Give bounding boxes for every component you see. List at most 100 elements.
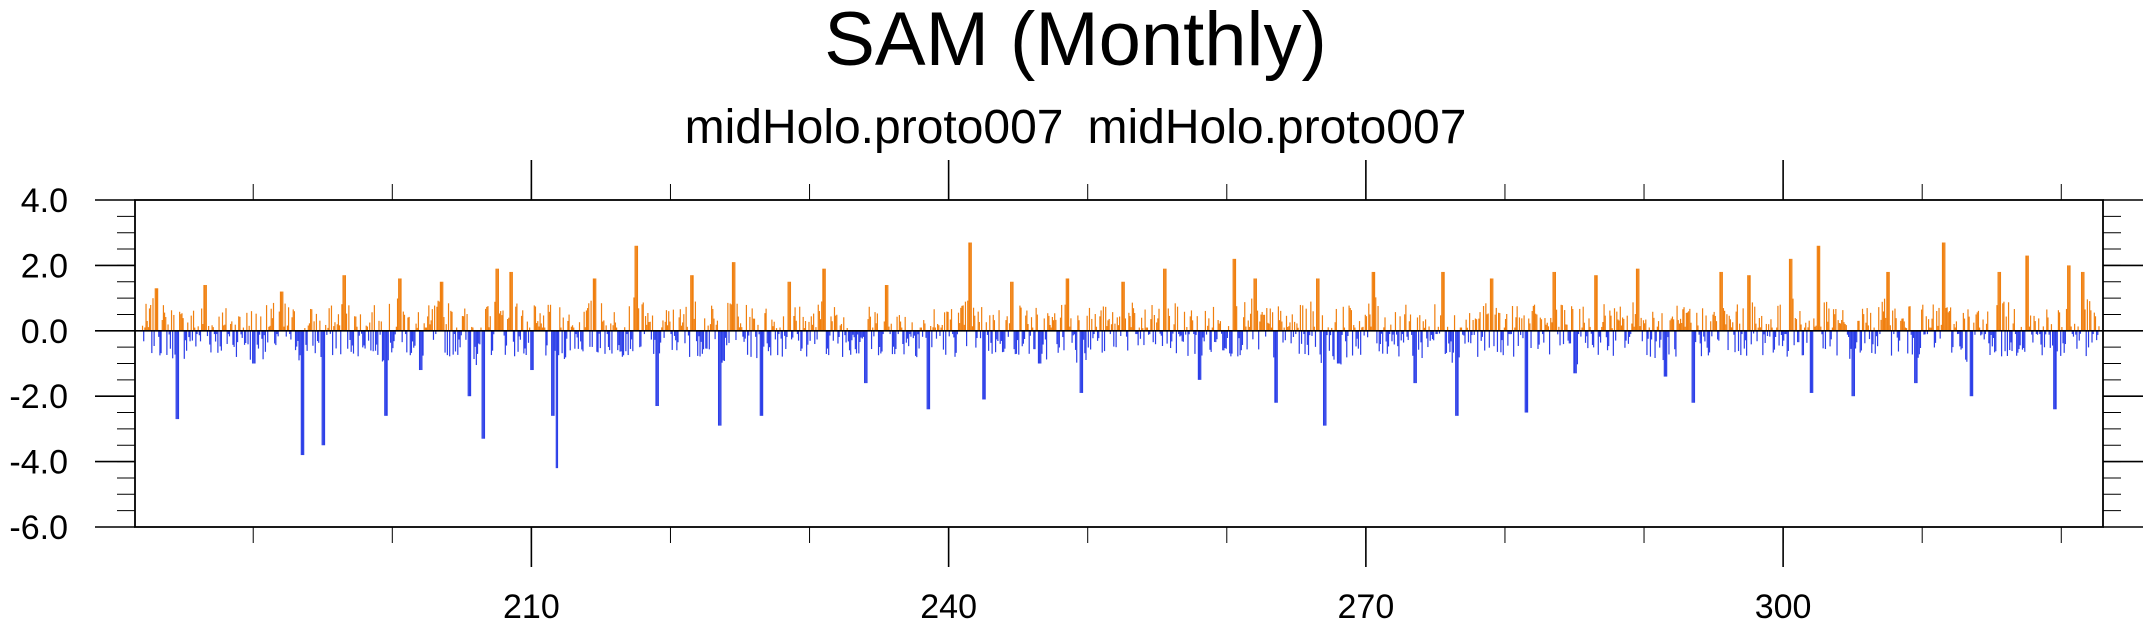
bar	[1243, 317, 1245, 331]
bar	[541, 327, 544, 331]
bar	[205, 285, 207, 331]
bar	[1926, 330, 1929, 335]
bar	[1215, 330, 1217, 343]
bar	[950, 309, 953, 331]
bar	[1835, 308, 1837, 331]
bar	[1141, 317, 1143, 331]
bar	[1695, 330, 1697, 343]
bar	[1681, 322, 1683, 331]
bar	[1472, 320, 1474, 331]
bar	[1290, 330, 1292, 344]
bar	[1255, 278, 1257, 331]
bar	[1428, 326, 1430, 331]
bar	[1405, 304, 1407, 331]
bar	[1780, 330, 1782, 335]
bar	[1163, 268, 1165, 331]
bar	[599, 330, 601, 349]
bar	[768, 330, 771, 348]
bar	[1981, 330, 1983, 335]
bar	[752, 318, 754, 331]
bar	[1520, 330, 1522, 335]
bar	[350, 330, 352, 352]
bar	[1781, 330, 1784, 347]
bar	[497, 268, 499, 331]
bar	[551, 330, 553, 416]
bar	[889, 330, 891, 335]
bar	[469, 330, 472, 397]
bar	[1385, 330, 1387, 342]
bar	[857, 330, 859, 335]
bar	[373, 305, 375, 331]
bar	[1551, 322, 1553, 331]
bar	[716, 320, 719, 331]
bar	[786, 330, 788, 338]
bar	[649, 321, 651, 331]
bar	[817, 304, 819, 331]
bar	[640, 330, 642, 347]
bar	[1522, 330, 1524, 339]
bar	[231, 321, 233, 331]
bar	[735, 330, 737, 341]
bar	[1554, 271, 1556, 331]
bar	[603, 320, 605, 331]
bar	[823, 268, 825, 331]
bar	[444, 330, 446, 353]
bar	[1227, 326, 1230, 331]
bar	[1152, 330, 1154, 343]
bar	[1481, 330, 1483, 337]
bar	[1831, 327, 1833, 331]
bar	[1484, 330, 1486, 351]
bar	[796, 330, 798, 335]
bar	[870, 330, 873, 350]
bar	[1817, 245, 1820, 331]
bar	[664, 321, 666, 331]
bar	[1876, 330, 1879, 347]
bar	[598, 330, 600, 334]
bar	[1259, 321, 1261, 331]
bar	[1882, 311, 1884, 331]
bar	[839, 325, 841, 331]
bar	[524, 330, 526, 349]
bar	[1085, 330, 1087, 360]
bar	[336, 324, 338, 331]
bar	[1892, 310, 1894, 331]
bar	[1010, 281, 1012, 331]
bar	[643, 330, 646, 335]
bar	[1106, 326, 1108, 331]
bar	[540, 323, 542, 331]
bar	[278, 311, 280, 331]
bar	[367, 330, 370, 341]
bar	[1970, 330, 1973, 397]
bar	[1324, 330, 1326, 426]
bar	[235, 330, 238, 357]
bar	[779, 327, 781, 331]
bar	[701, 330, 703, 354]
bar	[1387, 330, 1390, 347]
bar	[767, 330, 770, 352]
bar	[150, 304, 152, 331]
bar	[564, 330, 567, 358]
bar	[2035, 330, 2037, 334]
bar	[1195, 330, 1197, 335]
bar	[1685, 312, 1687, 331]
bar	[1698, 330, 1700, 335]
bar	[962, 305, 964, 331]
bar	[1983, 330, 1985, 340]
x-tick-label: 300	[1755, 588, 1812, 626]
bar	[2003, 301, 2005, 331]
bar	[795, 320, 797, 331]
bar	[1830, 330, 1832, 340]
bar	[2071, 330, 2073, 335]
bar	[607, 330, 610, 347]
bar	[1350, 310, 1352, 331]
bar	[772, 326, 774, 331]
bar	[663, 330, 665, 338]
bar	[275, 330, 277, 346]
bar	[1423, 327, 1426, 331]
bar	[658, 330, 661, 354]
bar	[1249, 313, 1252, 331]
bar	[858, 330, 860, 354]
bar	[1822, 330, 1824, 349]
bar	[1305, 308, 1307, 331]
bar	[1684, 326, 1686, 331]
